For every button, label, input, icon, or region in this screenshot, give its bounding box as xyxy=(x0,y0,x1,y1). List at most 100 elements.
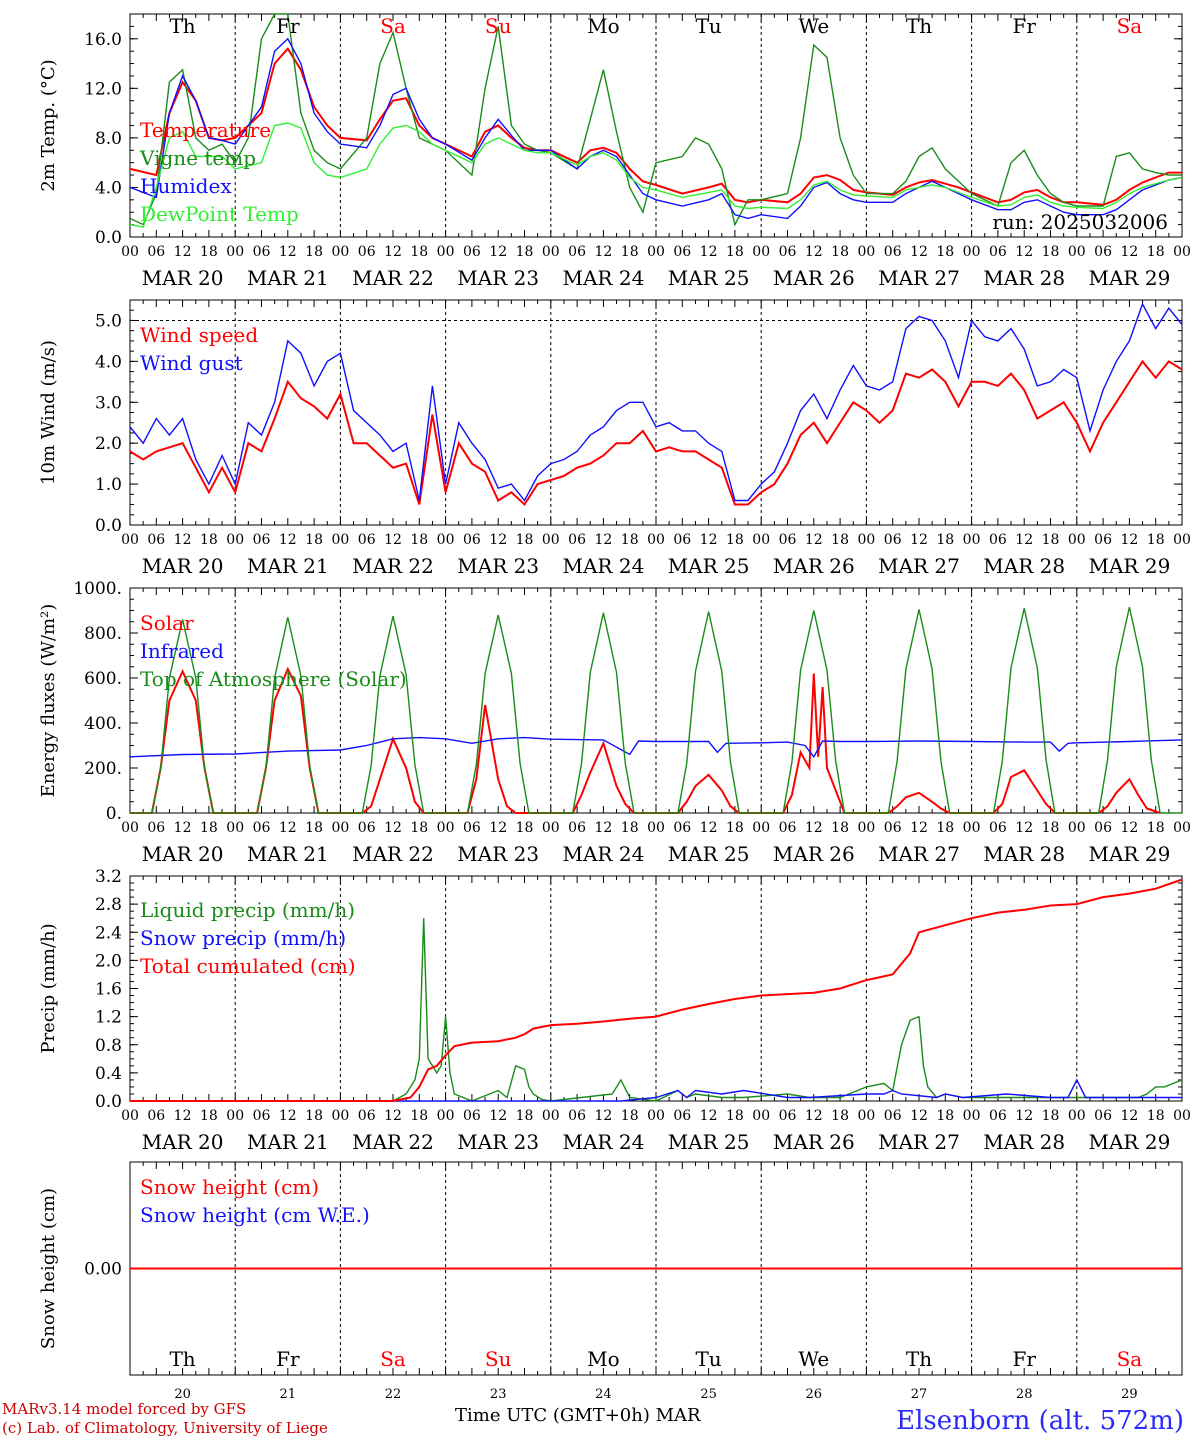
hour-tick-label: 12 xyxy=(279,244,297,260)
y-tick-label: 600. xyxy=(84,669,122,689)
series-line xyxy=(129,359,1183,507)
hour-tick-label: 00 xyxy=(542,532,560,548)
date-label: MAR 24 xyxy=(563,1130,645,1154)
hour-tick-label: 12 xyxy=(805,244,823,260)
hour-tick-label: 12 xyxy=(174,244,192,260)
hour-tick-label: 12 xyxy=(1015,532,1033,548)
hour-tick-label: 06 xyxy=(568,1108,586,1124)
hour-tick-label: 00 xyxy=(542,820,560,836)
date-label: MAR 21 xyxy=(247,1130,329,1154)
hour-tick-label: 06 xyxy=(463,1108,481,1124)
hour-tick-label: 18 xyxy=(726,244,744,260)
hour-tick-label: 06 xyxy=(884,532,902,548)
legend-entry: Wind speed xyxy=(140,323,258,347)
hour-tick-label: 12 xyxy=(805,820,823,836)
day-number-label: 25 xyxy=(700,1387,717,1402)
hour-tick-label: 12 xyxy=(1015,244,1033,260)
date-label: MAR 20 xyxy=(142,554,224,578)
weekday-label: Fr xyxy=(276,14,300,38)
hour-tick-label: 06 xyxy=(463,532,481,548)
date-label: MAR 23 xyxy=(457,842,539,866)
hour-tick-label: 18 xyxy=(516,820,534,836)
date-label: MAR 24 xyxy=(563,266,645,290)
hour-tick-label: 06 xyxy=(463,244,481,260)
weekday-label: Sa xyxy=(380,14,406,38)
y-tick-label: 3.2 xyxy=(95,867,122,887)
hour-tick-label: 12 xyxy=(279,532,297,548)
weekday-label: Mo xyxy=(587,1347,620,1371)
y-tick-label: 2.0 xyxy=(95,434,122,454)
hour-tick-label: 18 xyxy=(621,532,639,548)
hour-tick-label: 06 xyxy=(1094,244,1112,260)
hour-tick-label: 00 xyxy=(1173,820,1191,836)
hour-tick-label: 12 xyxy=(1120,820,1138,836)
y-tick-label: 1.0 xyxy=(95,475,122,495)
day-number-label: 21 xyxy=(280,1387,297,1402)
date-label: MAR 27 xyxy=(878,842,960,866)
legend-entry: Infrared xyxy=(140,639,224,663)
hour-tick-label: 18 xyxy=(936,244,954,260)
date-label: MAR 28 xyxy=(983,842,1065,866)
hour-tick-label: 00 xyxy=(226,1108,244,1124)
y-axis-label: Energy fluxes (W/m²) xyxy=(38,604,59,798)
legend-entry: Temperature xyxy=(140,118,271,142)
hour-tick-label: 00 xyxy=(857,532,875,548)
hour-tick-label: 06 xyxy=(989,532,1007,548)
y-tick-label: 0.0 xyxy=(95,516,122,536)
hour-tick-label: 00 xyxy=(647,532,665,548)
weekday-label: We xyxy=(798,14,829,38)
y-tick-label: 5.0 xyxy=(95,311,122,331)
hour-tick-label: 18 xyxy=(936,532,954,548)
hour-tick-label: 12 xyxy=(910,1108,928,1124)
hour-tick-label: 06 xyxy=(884,820,902,836)
hour-tick-label: 00 xyxy=(1068,820,1086,836)
date-label: MAR 25 xyxy=(668,266,750,290)
date-label: MAR 25 xyxy=(668,554,750,578)
hour-tick-label: 00 xyxy=(226,532,244,548)
hour-tick-label: 12 xyxy=(174,1108,192,1124)
hour-tick-label: 00 xyxy=(437,820,455,836)
date-label: MAR 26 xyxy=(773,1130,855,1154)
date-label: MAR 20 xyxy=(142,1130,224,1154)
series-line xyxy=(129,37,1183,220)
hour-tick-label: 12 xyxy=(279,1108,297,1124)
y-tick-label: 0.0 xyxy=(95,228,122,248)
legend-entry: Vigne temp xyxy=(139,146,256,170)
hour-tick-label: 06 xyxy=(463,820,481,836)
station-name: Elsenborn (alt. 572m) xyxy=(896,1406,1184,1436)
hour-tick-label: 06 xyxy=(1094,532,1112,548)
hour-tick-label: 18 xyxy=(936,1108,954,1124)
legend-entry: Snow precip (mm/h) xyxy=(140,926,346,950)
run-label: run: 2025032006 xyxy=(992,210,1168,234)
hour-tick-label: 00 xyxy=(752,820,770,836)
series-line xyxy=(130,1078,1182,1102)
y-axis-label: 2m Temp. (°C) xyxy=(38,59,59,191)
y-tick-label: 2.0 xyxy=(95,951,122,971)
hour-tick-label: 06 xyxy=(568,532,586,548)
weekday-label: Th xyxy=(906,14,932,38)
date-label: MAR 25 xyxy=(668,842,750,866)
weekday-label: Sa xyxy=(1117,14,1143,38)
hour-tick-label: 18 xyxy=(621,244,639,260)
hour-tick-label: 00 xyxy=(1068,532,1086,548)
hour-tick-label: 12 xyxy=(279,820,297,836)
date-label: MAR 26 xyxy=(773,842,855,866)
hour-tick-label: 00 xyxy=(331,1108,349,1124)
series-line xyxy=(129,302,1183,502)
weekday-label: Tu xyxy=(695,1347,721,1371)
weekday-label: Sa xyxy=(380,1347,406,1371)
date-label: MAR 25 xyxy=(668,1130,750,1154)
hour-tick-label: 06 xyxy=(1094,820,1112,836)
hour-tick-label: 12 xyxy=(700,532,718,548)
y-tick-label: 3.0 xyxy=(95,393,122,413)
legend-entry: Liquid precip (mm/h) xyxy=(140,898,355,922)
hour-tick-label: 00 xyxy=(963,1108,981,1124)
hour-tick-label: 12 xyxy=(1015,820,1033,836)
hour-tick-label: 06 xyxy=(358,1108,376,1124)
hour-tick-label: 06 xyxy=(358,532,376,548)
date-label: MAR 24 xyxy=(563,554,645,578)
hour-tick-label: 18 xyxy=(410,1108,428,1124)
hour-tick-label: 06 xyxy=(253,1108,271,1124)
hour-tick-label: 12 xyxy=(384,1108,402,1124)
hour-tick-label: 12 xyxy=(594,1108,612,1124)
